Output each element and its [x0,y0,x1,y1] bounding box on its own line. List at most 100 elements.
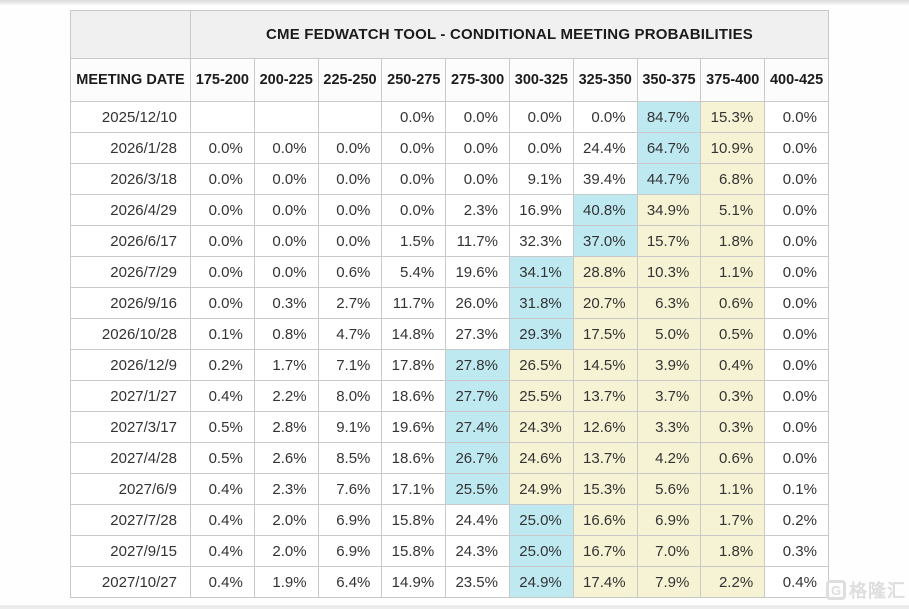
probability-cell: 7.6% [317,473,383,505]
probability-cell: 25.0% [508,535,574,567]
probability-cell: 24.4% [572,132,638,164]
probability-cell: 27.4% [445,411,510,443]
probability-cell: 27.7% [445,380,510,412]
probability-cell: 0.0% [317,225,383,257]
probability-cell: 0.0% [190,256,255,288]
probability-cell: 8.0% [317,380,383,412]
table-row: 2026/7/29 0.0% 0.0% 0.6% 5.4% 19.6% 34.1% 28.8%… [70,256,829,288]
rate-range-header: 175-200 [190,58,255,102]
probability-cell: 3.7% [636,380,702,412]
probability-cell: 26.0% [445,287,510,319]
probability-cell: 0.0% [445,163,510,195]
probability-cell: 0.1% [190,318,255,350]
rate-range-header: 275-300 [445,58,510,102]
probability-cell: 0.0% [764,256,829,288]
probability-cell: 18.6% [381,442,447,474]
probability-cell: 14.5% [572,349,638,381]
probability-cell: 0.6% [700,442,766,474]
meeting-date-cell: 2026/4/29 [70,194,191,226]
probability-cell: 2.6% [253,442,319,474]
probability-cell: 0.0% [508,132,574,164]
probability-cell: 1.8% [700,535,766,567]
probability-cell: 1.1% [700,473,766,505]
probability-cell: 3.9% [636,349,702,381]
probability-cell: 0.0% [253,256,319,288]
rate-range-header: 200-225 [253,58,319,102]
meeting-date-cell: 2027/4/28 [70,442,191,474]
probability-cell: 18.6% [381,380,447,412]
probability-cell: 0.0% [572,101,638,133]
probability-cell: 28.8% [572,256,638,288]
probability-cell: 0.0% [445,132,510,164]
probability-cell: 9.1% [317,411,383,443]
probability-cell [190,101,255,133]
probability-cell: 3.3% [636,411,702,443]
meeting-date-cell: 2027/6/9 [70,473,191,505]
probability-cell: 0.4% [700,349,766,381]
photo-edge-bottom [0,605,909,609]
probability-cell: 26.7% [445,442,510,474]
probability-cell: 27.8% [445,349,510,381]
probability-cell: 0.3% [700,380,766,412]
probability-cell: 0.4% [190,566,255,598]
probability-cell: 39.4% [572,163,638,195]
meeting-date-cell: 2027/9/15 [70,535,191,567]
meeting-date-header: MEETING DATE [70,58,191,102]
probability-cell: 0.0% [253,225,319,257]
probability-cell: 25.5% [508,380,574,412]
table-title: CME FEDWATCH TOOL - CONDITIONAL MEETING … [190,10,829,59]
probability-cell: 0.6% [700,287,766,319]
probability-cell: 6.8% [700,163,766,195]
probability-cell: 0.0% [190,132,255,164]
probability-cell: 7.1% [317,349,383,381]
table-row: 2025/12/10 0.0% 0.0% 0.0% 0.0% 84.7% 15.3% 0.0% [70,101,829,133]
table-row: 2026/10/28 0.1% 0.8% 4.7% 14.8% 27.3% 29.3% 17.… [70,318,829,350]
rate-range-header: 300-325 [508,58,574,102]
meeting-date-cell: 2027/10/27 [70,566,191,598]
probability-cell: 0.0% [190,225,255,257]
meeting-date-cell: 2026/7/29 [70,256,191,288]
probability-cell: 6.9% [317,504,383,536]
probability-cell: 0.0% [253,194,319,226]
probability-cell: 0.4% [190,473,255,505]
probability-cell: 9.1% [508,163,574,195]
table-row: 2026/1/28 0.0% 0.0% 0.0% 0.0% 0.0% 0.0% 24.4% 64… [70,132,829,164]
probability-cell: 12.6% [572,411,638,443]
probability-cell: 15.3% [700,101,766,133]
probability-cell: 2.2% [253,380,319,412]
table-row: 2027/6/9 0.4% 2.3% 7.6% 17.1% 25.5% 24.9% 15.3%… [70,473,829,505]
table-row: 2027/4/28 0.5% 2.6% 8.5% 18.6% 26.7% 24.6% 13.7… [70,442,829,474]
probability-cell: 0.0% [764,380,829,412]
probability-cell: 13.7% [572,380,638,412]
probability-cell: 0.5% [190,442,255,474]
probability-cell: 11.7% [381,287,447,319]
probability-cell: 32.3% [508,225,574,257]
probability-cell: 14.8% [381,318,447,350]
probability-cell: 0.0% [445,101,510,133]
meeting-date-cell: 2026/6/17 [70,225,191,257]
probability-cell [253,101,319,133]
table-row: 2027/1/27 0.4% 2.2% 8.0% 18.6% 27.7% 25.5% 13.7… [70,380,829,412]
probability-cell: 1.7% [253,349,319,381]
probability-cell: 0.6% [317,256,383,288]
probability-cell: 16.7% [572,535,638,567]
probability-cell: 17.4% [572,566,638,598]
probability-cell: 0.3% [253,287,319,319]
probability-cell: 17.8% [381,349,447,381]
probability-cell: 4.7% [317,318,383,350]
probability-cell: 0.1% [764,473,829,505]
probability-cell: 0.8% [253,318,319,350]
meeting-date-cell: 2026/9/16 [70,287,191,319]
rate-range-header: 400-425 [764,58,829,102]
photo-edge-top [0,0,909,5]
meeting-date-cell: 2027/3/17 [70,411,191,443]
meeting-date-cell: 2027/1/27 [70,380,191,412]
probability-cell: 6.9% [636,504,702,536]
probability-cell: 11.7% [445,225,510,257]
probability-cell: 0.0% [764,442,829,474]
probability-cell: 2.3% [445,194,510,226]
probability-cell: 0.0% [764,101,829,133]
gelonghui-watermark-text: 格隆汇 [849,581,906,601]
probability-cell: 14.9% [381,566,447,598]
probability-cell: 15.8% [381,504,447,536]
